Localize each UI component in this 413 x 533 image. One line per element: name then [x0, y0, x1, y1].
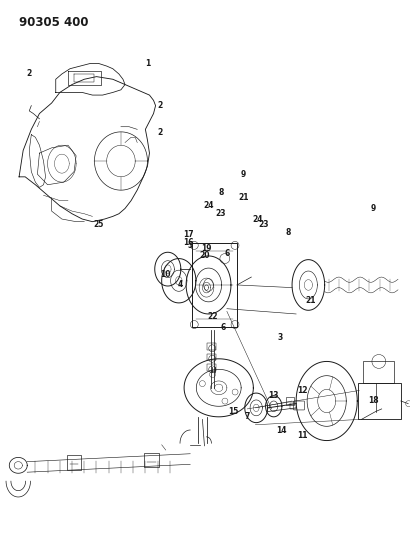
- Text: 21: 21: [238, 193, 249, 203]
- Text: 19: 19: [201, 244, 212, 253]
- Text: 11: 11: [297, 431, 308, 440]
- Text: 6: 6: [224, 249, 230, 258]
- Bar: [144, 453, 159, 467]
- Text: 24: 24: [203, 201, 214, 211]
- Text: 25: 25: [93, 220, 104, 229]
- Text: 14: 14: [277, 425, 287, 434]
- Text: 16: 16: [183, 238, 193, 247]
- Text: 13: 13: [268, 391, 279, 400]
- Text: 3: 3: [277, 333, 282, 342]
- Text: 18: 18: [368, 397, 379, 406]
- Text: 4: 4: [178, 280, 183, 289]
- Bar: [207, 353, 216, 360]
- Bar: [207, 364, 216, 371]
- Text: 24: 24: [252, 214, 263, 223]
- Text: 15: 15: [228, 407, 238, 416]
- Text: 2: 2: [157, 127, 162, 136]
- Bar: [67, 455, 81, 470]
- Bar: [286, 397, 294, 405]
- Text: 20: 20: [199, 252, 210, 261]
- Text: 8: 8: [218, 188, 223, 197]
- Text: 10: 10: [161, 270, 171, 279]
- Text: 9: 9: [240, 169, 246, 179]
- Text: 7: 7: [244, 413, 250, 421]
- Text: 5: 5: [188, 241, 193, 250]
- Text: 23: 23: [258, 220, 269, 229]
- Text: 9: 9: [371, 204, 376, 213]
- Text: 6: 6: [220, 322, 225, 332]
- Text: 22: 22: [207, 312, 218, 321]
- Bar: [290, 402, 296, 408]
- Bar: [358, 383, 401, 419]
- Text: 23: 23: [216, 209, 226, 218]
- Text: 2: 2: [157, 101, 162, 110]
- Text: 90305 400: 90305 400: [19, 16, 88, 29]
- Bar: [207, 343, 216, 350]
- Text: 8: 8: [285, 228, 291, 237]
- Text: 21: 21: [305, 296, 316, 305]
- Text: 17: 17: [183, 230, 193, 239]
- Text: 2: 2: [26, 69, 32, 78]
- Text: 12: 12: [297, 386, 308, 395]
- Bar: [363, 361, 394, 383]
- Text: 1: 1: [145, 59, 150, 68]
